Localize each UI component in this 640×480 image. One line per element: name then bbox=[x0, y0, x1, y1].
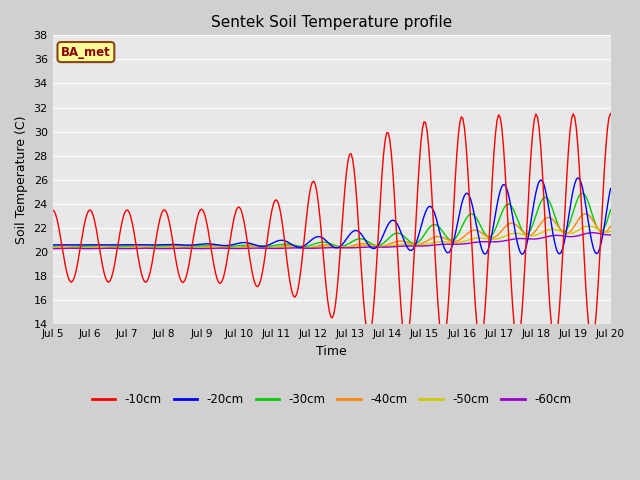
-10cm bbox=[577, 194, 585, 200]
-30cm bbox=[292, 243, 300, 249]
-40cm bbox=[80, 246, 88, 252]
Legend: -10cm, -20cm, -30cm, -40cm, -50cm, -60cm: -10cm, -20cm, -30cm, -40cm, -50cm, -60cm bbox=[87, 388, 576, 410]
-20cm bbox=[49, 242, 56, 248]
-50cm bbox=[217, 244, 225, 250]
Title: Sentek Soil Temperature profile: Sentek Soil Temperature profile bbox=[211, 15, 452, 30]
-30cm bbox=[243, 242, 251, 248]
-50cm bbox=[244, 244, 252, 250]
-50cm bbox=[607, 228, 614, 234]
Y-axis label: Soil Temperature (C): Soil Temperature (C) bbox=[15, 116, 28, 244]
-40cm bbox=[577, 214, 585, 219]
-10cm bbox=[439, 341, 447, 347]
-20cm bbox=[607, 186, 614, 192]
-30cm bbox=[49, 243, 56, 249]
-60cm bbox=[234, 246, 241, 252]
-30cm bbox=[299, 244, 307, 250]
-10cm bbox=[234, 205, 241, 211]
-40cm bbox=[582, 211, 589, 216]
Line: -20cm: -20cm bbox=[52, 178, 611, 254]
-40cm bbox=[607, 224, 614, 229]
-50cm bbox=[236, 245, 243, 251]
Line: -60cm: -60cm bbox=[52, 233, 611, 249]
-40cm bbox=[294, 244, 302, 250]
-40cm bbox=[49, 245, 56, 251]
-40cm bbox=[236, 245, 243, 251]
-10cm bbox=[49, 207, 56, 213]
Line: -50cm: -50cm bbox=[52, 226, 611, 248]
-30cm bbox=[234, 243, 241, 249]
-20cm bbox=[518, 252, 526, 257]
-40cm bbox=[119, 245, 127, 251]
-60cm bbox=[607, 232, 614, 238]
-30cm bbox=[607, 207, 614, 213]
-20cm bbox=[215, 242, 223, 248]
Text: BA_met: BA_met bbox=[61, 46, 111, 59]
-30cm bbox=[577, 191, 585, 197]
X-axis label: Time: Time bbox=[316, 345, 347, 358]
-50cm bbox=[294, 244, 302, 250]
-50cm bbox=[585, 223, 593, 229]
-60cm bbox=[588, 230, 596, 236]
-10cm bbox=[215, 280, 223, 286]
Line: -40cm: -40cm bbox=[52, 214, 611, 249]
-10cm bbox=[292, 291, 300, 297]
-50cm bbox=[81, 245, 89, 251]
-60cm bbox=[243, 245, 251, 251]
-20cm bbox=[234, 240, 241, 246]
-20cm bbox=[292, 244, 300, 250]
-20cm bbox=[579, 185, 586, 191]
-20cm bbox=[574, 175, 582, 181]
Line: -10cm: -10cm bbox=[52, 114, 611, 344]
Line: -30cm: -30cm bbox=[52, 193, 611, 247]
-30cm bbox=[117, 243, 125, 249]
-60cm bbox=[117, 246, 125, 252]
-50cm bbox=[577, 226, 585, 231]
-20cm bbox=[117, 242, 125, 248]
-50cm bbox=[49, 245, 56, 251]
-40cm bbox=[217, 244, 225, 250]
-60cm bbox=[575, 232, 583, 238]
-10cm bbox=[607, 111, 614, 117]
-30cm bbox=[215, 243, 223, 249]
-20cm bbox=[243, 240, 251, 246]
-10cm bbox=[243, 236, 251, 242]
-50cm bbox=[119, 245, 127, 251]
-60cm bbox=[292, 245, 300, 251]
-40cm bbox=[244, 243, 252, 249]
-10cm bbox=[117, 224, 125, 230]
-60cm bbox=[49, 246, 56, 252]
-30cm bbox=[579, 191, 586, 196]
-60cm bbox=[215, 245, 223, 251]
